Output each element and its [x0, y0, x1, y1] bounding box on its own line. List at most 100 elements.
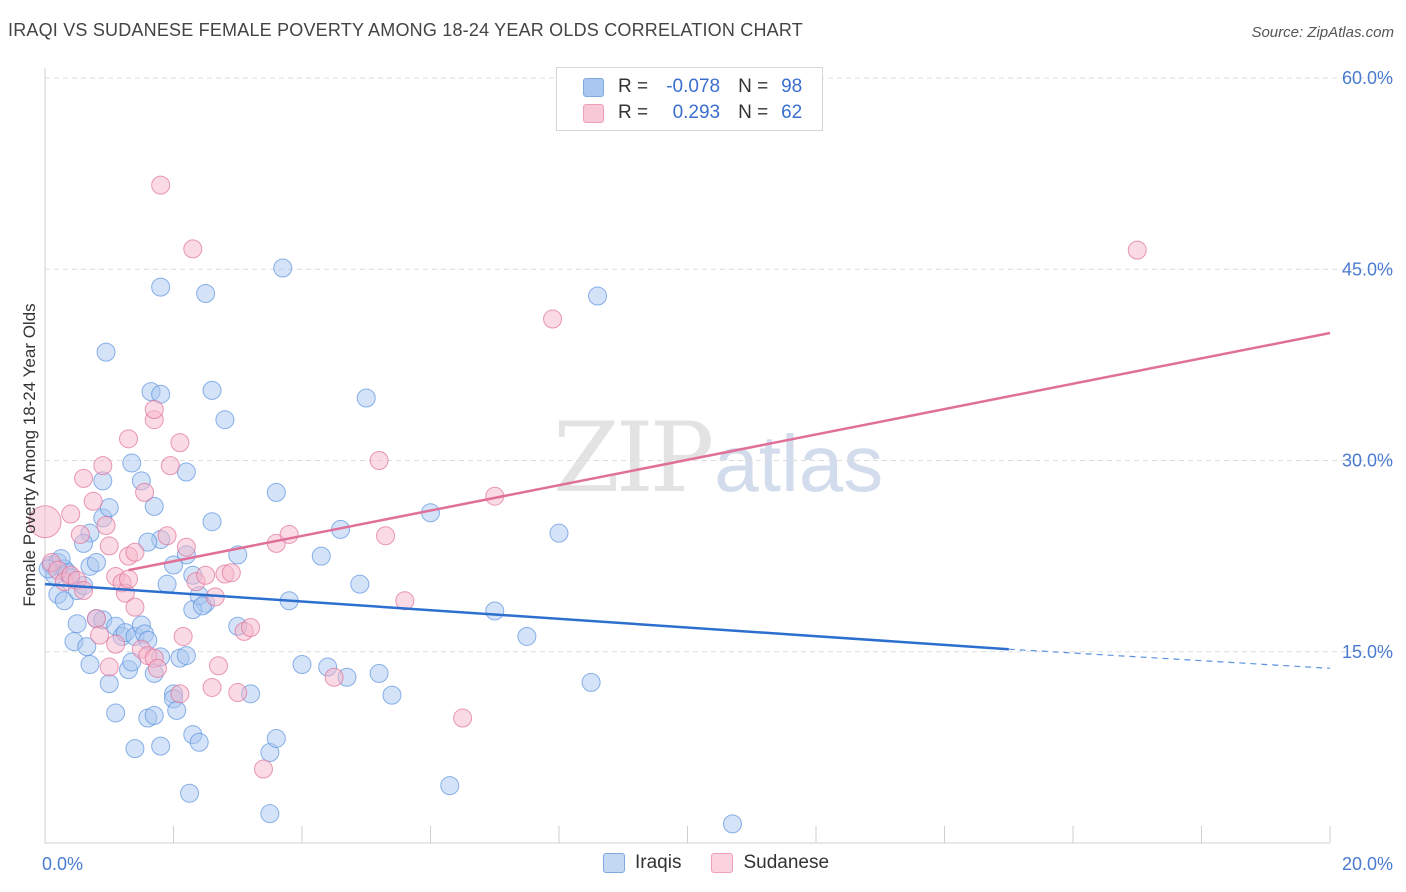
point-sudanese	[135, 482, 155, 502]
point-iraqis	[106, 703, 126, 723]
x-tick-label: 0.0%	[42, 854, 83, 874]
point-iraqis	[96, 342, 116, 362]
point-sudanese	[28, 505, 62, 539]
point-sudanese	[106, 634, 126, 654]
point-iraqis	[138, 532, 158, 552]
legend-label-iraqis: Iraqis	[635, 852, 682, 873]
legend-item-sudanese[interactable]: Sudanese	[711, 852, 829, 874]
point-sudanese	[157, 526, 177, 546]
point-iraqis	[157, 574, 177, 594]
point-iraqis	[292, 655, 312, 674]
point-sudanese	[125, 597, 145, 617]
point-iraqis	[202, 380, 222, 400]
point-iraqis	[80, 655, 100, 674]
point-iraqis	[485, 601, 505, 621]
watermark-zip: ZIP	[553, 402, 714, 514]
point-iraqis	[311, 546, 331, 566]
point-sudanese	[176, 537, 196, 557]
point-sudanese	[144, 400, 164, 419]
legend-row-sudanese: R = 0.293 N = 62	[583, 101, 802, 125]
legend-swatch-iraqis	[583, 77, 604, 97]
point-iraqis	[176, 646, 196, 666]
point-iraqis	[180, 783, 200, 803]
trend-line-iraqis	[44, 582, 1009, 651]
point-sudanese	[74, 581, 94, 601]
legend-n-label: N =	[738, 76, 769, 97]
point-sudanese	[1127, 240, 1147, 260]
series-legend: Iraqis Sudanese	[603, 852, 859, 874]
legend-r-value-sudanese: 0.293	[672, 102, 721, 123]
point-sudanese	[99, 657, 119, 677]
point-iraqis	[273, 258, 293, 278]
legend-label-sudanese: Sudanese	[743, 852, 830, 873]
point-sudanese	[96, 516, 116, 536]
trend-extension-iraqis	[1008, 648, 1331, 669]
y-tick-label: 45.0%	[1342, 259, 1393, 279]
point-iraqis	[151, 277, 171, 297]
point-iraqis	[125, 739, 145, 759]
point-sudanese	[99, 536, 119, 556]
point-sudanese	[228, 683, 248, 703]
legend-swatch-sudanese	[583, 103, 604, 123]
legend-n-value-iraqis: 98	[781, 76, 803, 97]
point-sudanese	[395, 591, 415, 611]
point-sudanese	[208, 656, 228, 676]
watermark: ZIPatlas	[553, 402, 883, 514]
point-sudanese	[453, 708, 473, 728]
point-iraqis	[176, 462, 196, 482]
legend-n-value-sudanese: 62	[781, 102, 803, 123]
point-sudanese	[170, 684, 190, 704]
point-sudanese	[70, 524, 90, 544]
legend-r-label: R =	[618, 76, 649, 97]
point-sudanese	[74, 468, 94, 488]
point-iraqis	[369, 663, 389, 683]
point-iraqis	[266, 728, 286, 748]
point-iraqis	[151, 736, 171, 756]
trend-line-sudanese	[128, 331, 1331, 572]
point-iraqis	[260, 804, 280, 824]
point-iraqis	[517, 626, 537, 646]
point-iraqis	[144, 496, 164, 516]
point-sudanese	[86, 609, 106, 629]
point-sudanese	[196, 565, 216, 585]
point-iraqis	[189, 732, 209, 752]
point-iraqis	[164, 555, 183, 575]
point-sudanese	[61, 504, 81, 524]
stats-legend: R = -0.078 N = 98 R = 0.293 N = 62	[556, 67, 823, 131]
x-tick-label: 20.0%	[1342, 854, 1393, 874]
legend-row-iraqis: R = -0.078 N = 98	[583, 75, 802, 99]
point-iraqis	[215, 410, 235, 430]
point-iraqis	[440, 776, 460, 796]
point-sudanese	[543, 309, 563, 329]
point-iraqis	[122, 453, 142, 473]
point-sudanese	[376, 526, 396, 546]
legend-n-label: N =	[738, 102, 769, 123]
legend-item-iraqis[interactable]: Iraqis	[603, 852, 681, 874]
point-iraqis	[266, 482, 286, 502]
point-iraqis	[144, 706, 164, 725]
watermark-atlas: atlas	[714, 419, 884, 508]
point-iraqis	[99, 498, 119, 518]
point-sudanese	[93, 456, 113, 476]
y-axis-label: Female Poverty Among 18-24 Year Olds	[20, 303, 39, 607]
source-label: Source: ZipAtlas.com	[1251, 24, 1394, 41]
point-iraqis	[99, 674, 119, 694]
point-iraqis	[67, 614, 87, 634]
legend-swatch-iraqis	[603, 853, 625, 873]
point-sudanese	[170, 433, 190, 453]
point-sudanese	[202, 677, 222, 697]
point-sudanese	[125, 542, 145, 562]
point-sudanese	[369, 451, 389, 470]
point-iraqis	[382, 685, 402, 705]
point-iraqis	[722, 814, 742, 834]
point-iraqis	[356, 388, 376, 408]
y-tick-label: 60.0%	[1342, 68, 1393, 88]
point-sudanese	[119, 429, 139, 449]
point-sudanese	[90, 625, 110, 645]
point-sudanese	[221, 563, 241, 583]
point-iraqis	[350, 574, 370, 594]
point-sudanese	[160, 456, 180, 476]
y-tick-label: 30.0%	[1342, 451, 1393, 471]
legend-r-label: R =	[618, 102, 649, 123]
